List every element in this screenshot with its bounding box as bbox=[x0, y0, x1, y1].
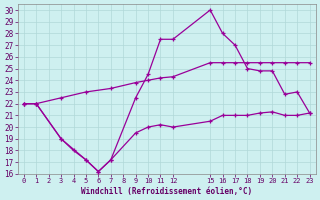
X-axis label: Windchill (Refroidissement éolien,°C): Windchill (Refroidissement éolien,°C) bbox=[81, 187, 252, 196]
